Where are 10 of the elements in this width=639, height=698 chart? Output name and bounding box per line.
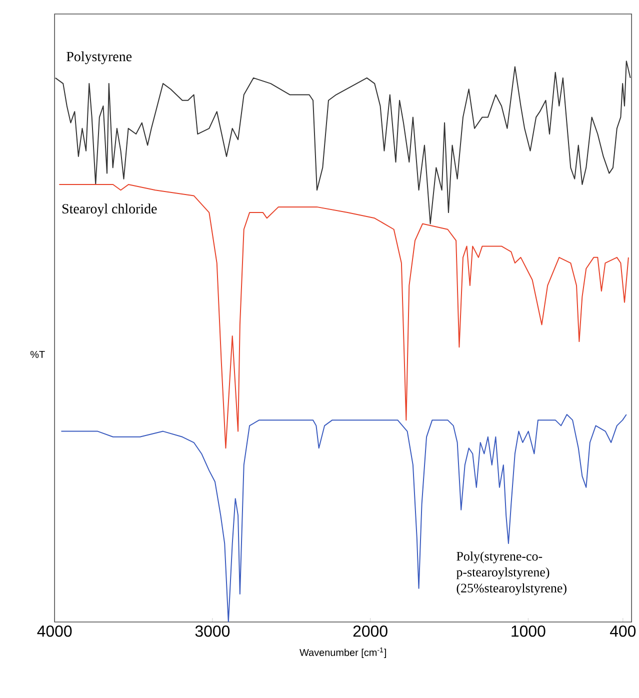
x-tick-label: 2000 — [353, 626, 388, 637]
y-axis-title: %T — [30, 350, 45, 358]
series-label: Polystyrene — [66, 51, 132, 64]
x-tick-label: 4000 — [37, 626, 72, 637]
x-tick-label: 1000 — [512, 626, 546, 637]
text: Poly(styrene-co-p-stearoylstyrene) (25%stearoylstyrene) — [456, 551, 566, 596]
x-tick-label: 3000 — [195, 626, 230, 637]
x-tick-label: 400 — [610, 626, 636, 637]
x-axis-title: Wavenumber [cm$^{-1}$] — [300, 648, 386, 658]
series-label: Stearoyl chloride — [62, 204, 157, 216]
